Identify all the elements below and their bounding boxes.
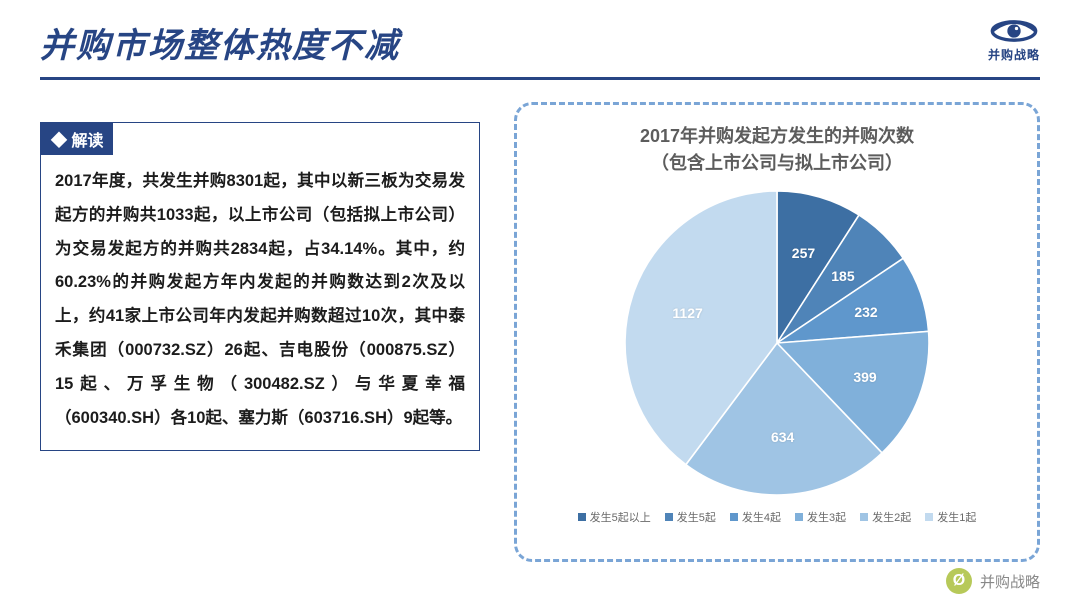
interpretation-badge: ◆ 解读	[41, 123, 113, 155]
chart-title-line1: 2017年并购发起方发生的并购次数	[640, 126, 914, 146]
legend-swatch	[925, 513, 933, 521]
pie-chart: 257 185 232 399 634 1127	[617, 183, 937, 503]
interpretation-box: ◆ 解读 2017年度，共发生并购8301起，其中以新三板为交易发起方的并购共1…	[40, 122, 480, 451]
watermark-icon: Ø	[946, 568, 972, 594]
legend-item: 发生5起以上	[578, 509, 651, 525]
chart-legend: 发生5起以上 发生5起 发生4起 发生3起 发生2起 发生1起	[578, 509, 977, 525]
pie-slice-label: 1127	[672, 305, 702, 321]
chart-title: 2017年并购发起方发生的并购次数 （包含上市公司与拟上市公司）	[640, 123, 914, 177]
watermark: Ø 并购战略	[946, 568, 1040, 594]
legend-item: 发生2起	[860, 509, 911, 525]
interpretation-body: 2017年度，共发生并购8301起，其中以新三板为交易发起方的并购共1033起，…	[41, 155, 479, 450]
chart-title-line2: （包含上市公司与拟上市公司）	[651, 153, 903, 173]
legend-item: 发生4起	[730, 509, 781, 525]
eye-icon	[989, 18, 1039, 44]
brand-logo: 并购战略	[988, 18, 1040, 63]
legend-swatch	[795, 513, 803, 521]
page-title: 并购市场整体热度不减	[40, 18, 400, 67]
legend-swatch	[665, 513, 673, 521]
content-row: ◆ 解读 2017年度，共发生并购8301起，其中以新三板为交易发起方的并购共1…	[0, 80, 1080, 562]
legend-item: 发生3起	[795, 509, 846, 525]
legend-swatch	[730, 513, 738, 521]
legend-label: 发生1起	[937, 509, 976, 525]
pie-slice-label: 399	[853, 369, 876, 385]
pie-slice-label: 232	[854, 304, 877, 320]
pie-slice-label: 634	[771, 429, 794, 445]
legend-label: 发生2起	[872, 509, 911, 525]
legend-swatch	[578, 513, 586, 521]
pie-slice-label: 185	[831, 268, 854, 284]
legend-label: 发生5起以上	[590, 509, 651, 525]
watermark-text: 并购战略	[980, 571, 1040, 592]
legend-label: 发生5起	[677, 509, 716, 525]
legend-label: 发生3起	[807, 509, 846, 525]
header: 并购市场整体热度不减 并购战略	[0, 0, 1080, 77]
chart-frame: 2017年并购发起方发生的并购次数 （包含上市公司与拟上市公司） 2571852…	[514, 102, 1040, 562]
legend-label: 发生4起	[742, 509, 781, 525]
interpretation-column: ◆ 解读 2017年度，共发生并购8301起，其中以新三板为交易发起方的并购共1…	[40, 122, 480, 451]
chart-column: 2017年并购发起方发生的并购次数 （包含上市公司与拟上市公司） 2571852…	[514, 102, 1040, 562]
pie-svg	[617, 183, 937, 503]
legend-item: 发生1起	[925, 509, 976, 525]
legend-item: 发生5起	[665, 509, 716, 525]
brand-logo-text: 并购战略	[988, 46, 1040, 63]
legend-swatch	[860, 513, 868, 521]
pie-slice-label: 257	[792, 245, 815, 261]
